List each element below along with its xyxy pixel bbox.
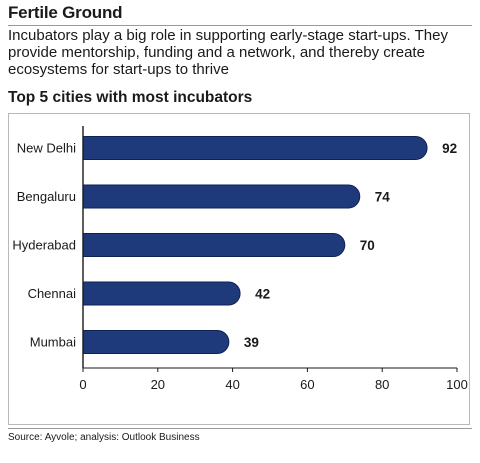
category-label: Bengaluru — [17, 189, 76, 204]
data-label: 42 — [255, 287, 270, 302]
data-label: 39 — [244, 335, 259, 350]
bar — [82, 184, 361, 209]
x-tick-label: 60 — [300, 377, 314, 392]
source-note: Source: Ayvole; analysis: Outlook Busine… — [8, 432, 200, 443]
figure-subtitle: Incubators play a big role in supporting… — [8, 27, 448, 78]
x-tick-label: 80 — [375, 377, 389, 392]
x-tick-label: 100 — [446, 377, 468, 392]
chart-frame — [8, 113, 470, 425]
figure-title: Fertile Ground — [8, 3, 123, 22]
data-label: 70 — [360, 238, 375, 253]
bar — [82, 281, 241, 306]
bar — [82, 233, 346, 257]
data-label: 92 — [442, 141, 457, 156]
title-divider — [8, 25, 472, 26]
chart-title: Top 5 cities with most incubators — [8, 89, 253, 106]
category-label: New Delhi — [17, 141, 76, 156]
x-tick-label: 20 — [151, 377, 165, 392]
bar — [82, 136, 428, 160]
x-tick-label: 40 — [225, 377, 239, 392]
data-label: 74 — [375, 190, 391, 205]
source-divider — [8, 428, 472, 429]
x-tick-label: 0 — [79, 377, 86, 392]
bar — [82, 330, 230, 354]
category-label: Mumbai — [30, 335, 76, 350]
category-label: Hyderabad — [12, 238, 76, 253]
category-label: Chennai — [28, 286, 77, 301]
